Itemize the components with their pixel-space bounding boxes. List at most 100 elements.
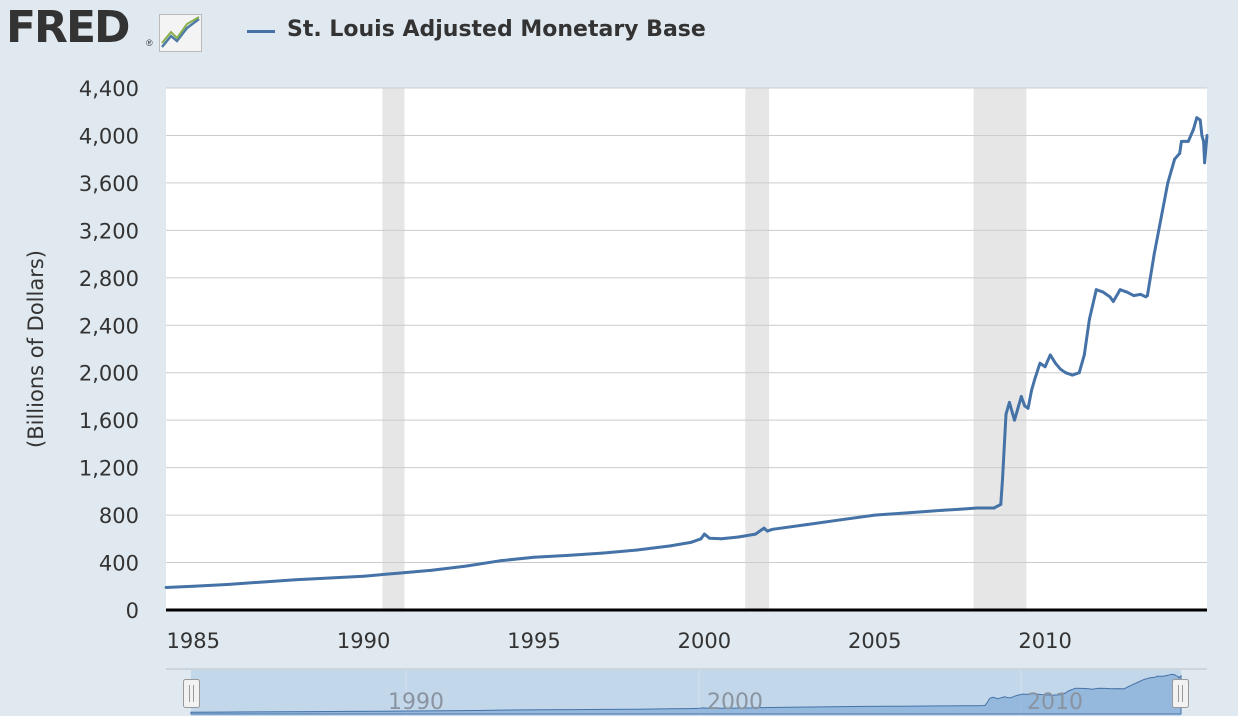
data-point — [1077, 371, 1081, 375]
data-point — [1043, 365, 1047, 369]
trend-graph-icon[interactable] — [159, 14, 202, 52]
data-point — [771, 527, 774, 531]
data-point — [1007, 400, 1011, 404]
data-point — [1178, 151, 1182, 155]
data-point — [464, 564, 468, 568]
y-tick-label: 2,800 — [79, 267, 139, 291]
range-navigator[interactable]: 1990 2000 2010 — [166, 668, 1207, 716]
data-point — [941, 508, 945, 512]
data-point — [1198, 118, 1202, 122]
registered-mark: ® — [146, 38, 153, 48]
navigator-left-handle[interactable] — [183, 679, 200, 708]
data-point — [975, 506, 979, 510]
data-point — [1108, 295, 1112, 299]
recession-band — [973, 88, 1027, 610]
data-point — [1205, 134, 1209, 137]
data-point — [328, 576, 331, 580]
data-point — [737, 535, 740, 539]
data-point — [1173, 157, 1177, 161]
data-point — [1033, 377, 1037, 381]
data-point — [1202, 139, 1205, 143]
data-point — [1111, 300, 1115, 303]
data-point — [532, 555, 536, 559]
data-point — [1016, 406, 1020, 410]
data-point — [1200, 134, 1204, 137]
data-point — [164, 586, 168, 589]
data-point — [1019, 395, 1023, 398]
data-point — [1030, 389, 1033, 392]
data-point — [754, 532, 757, 536]
data-point — [1088, 317, 1091, 321]
data-point — [191, 584, 195, 588]
data-point — [839, 518, 843, 522]
y-tick-label: 1,600 — [79, 409, 139, 433]
data-point — [762, 526, 766, 530]
data-point — [1059, 367, 1062, 371]
data-point — [1053, 361, 1057, 365]
data-point — [873, 513, 877, 517]
navigator-label-2000: 2000 — [707, 690, 763, 715]
data-point — [1195, 116, 1199, 120]
recession-band — [745, 88, 770, 610]
data-point — [1118, 288, 1122, 292]
data-point — [634, 548, 638, 552]
data-point — [992, 506, 996, 510]
data-point — [1180, 139, 1183, 143]
data-point — [1064, 371, 1067, 375]
data-point — [430, 568, 434, 572]
y-tick-label: 0 — [126, 599, 139, 623]
navigator-series — [190, 673, 1182, 715]
data-point — [1186, 139, 1190, 143]
data-point — [1023, 404, 1027, 408]
data-point — [600, 551, 604, 555]
y-tick-label: 400 — [99, 552, 139, 576]
data-point — [498, 559, 502, 563]
x-tick-label: 2000 — [678, 629, 731, 653]
data-point — [260, 580, 263, 584]
data-point — [1013, 418, 1016, 422]
data-point — [1048, 353, 1052, 357]
x-tick-label: 1995 — [507, 629, 560, 653]
data-point — [1145, 294, 1149, 298]
data-point — [396, 571, 400, 575]
data-point — [1004, 412, 1008, 416]
data-point — [999, 503, 1003, 506]
plot-area — [166, 88, 1207, 611]
data-point — [1094, 288, 1098, 292]
data-point — [708, 536, 711, 540]
y-tick-label: 2,000 — [79, 362, 139, 386]
navigator-right-handle[interactable] — [1172, 679, 1189, 708]
x-tick-label: 1985 — [167, 629, 220, 653]
recession-band — [382, 88, 405, 610]
data-point — [1001, 478, 1004, 481]
data-point — [1038, 361, 1042, 365]
y-tick-label: 2,400 — [79, 314, 139, 338]
y-tick-label: 1,200 — [79, 457, 139, 481]
data-point — [294, 578, 297, 582]
data-point — [225, 583, 229, 586]
x-tick-label: 2010 — [1018, 629, 1071, 653]
data-point — [766, 529, 769, 533]
data-point — [668, 544, 672, 548]
data-point — [720, 537, 723, 541]
data-point — [1139, 293, 1142, 296]
y-axis-label: (Billions of Dollars) — [24, 250, 48, 448]
data-point — [1132, 294, 1136, 298]
x-tick-label: 1990 — [337, 629, 390, 653]
navigator-label-2010: 2010 — [1027, 690, 1083, 715]
fred-logo[interactable]: FRED — [6, 2, 131, 53]
data-point — [1191, 128, 1195, 131]
y-tick-label: 800 — [99, 504, 139, 528]
header: FRED ® St. Louis Adjusted Monetary Base — [0, 0, 1238, 60]
y-tick-label: 4,400 — [79, 77, 139, 101]
data-point — [699, 537, 703, 541]
x-tick-label: 2005 — [848, 629, 901, 653]
data-point — [805, 523, 809, 526]
data-point — [362, 574, 366, 578]
data-point — [1026, 406, 1030, 410]
data-point — [702, 532, 706, 536]
legend-swatch — [247, 30, 275, 33]
data-point — [958, 507, 962, 511]
data-point — [1159, 217, 1163, 220]
